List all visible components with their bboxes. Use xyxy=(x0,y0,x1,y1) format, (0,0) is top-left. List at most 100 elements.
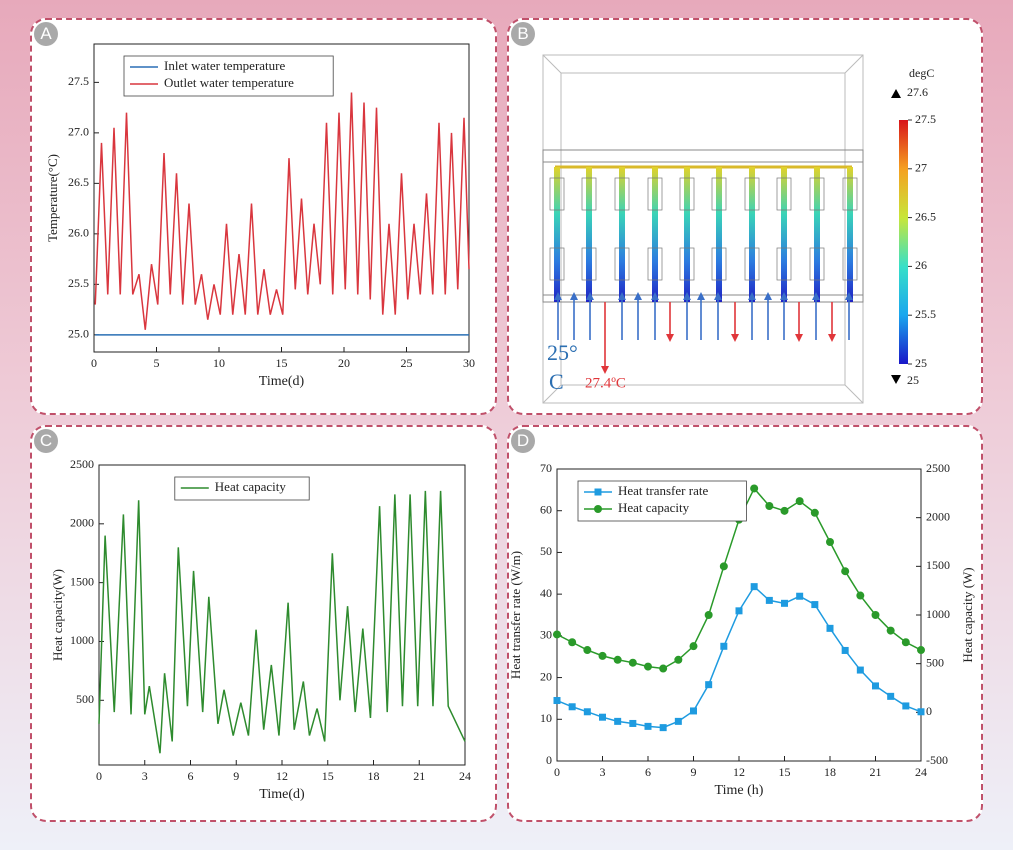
pipe-clamp xyxy=(744,177,760,211)
y-axis-title: Temperature(°C) xyxy=(45,154,60,242)
pipe-clamp xyxy=(809,177,825,211)
outlet-label: 27.4ºC xyxy=(585,375,626,391)
marker xyxy=(917,708,925,716)
marker xyxy=(826,538,834,546)
y-tick-label: 70 xyxy=(540,461,552,475)
marker xyxy=(811,601,819,609)
marker xyxy=(553,697,561,705)
marker xyxy=(705,681,713,689)
y2-tick-label: 1500 xyxy=(926,558,950,572)
y2-tick-label: 0 xyxy=(926,704,932,718)
x-axis-title: Time(d) xyxy=(259,374,305,389)
pipe-clamp xyxy=(711,247,727,281)
y-tick-label: 50 xyxy=(540,544,552,558)
legend-label: Heat transfer rate xyxy=(618,483,708,498)
panel-letter: C xyxy=(34,429,58,453)
series-line xyxy=(94,92,470,330)
marker xyxy=(583,708,591,716)
marker xyxy=(856,591,865,600)
pipe-clamp xyxy=(809,247,825,281)
chart: 0 3 6 9 12 15 18 21 24 0 10 20 30 40 50 60 70 -500 0 500 100… xyxy=(509,461,975,798)
marker xyxy=(901,638,910,647)
marker xyxy=(795,497,804,506)
min-label: 25 xyxy=(907,373,919,387)
legend-label: Heat capacity xyxy=(215,479,287,494)
marker xyxy=(720,642,728,650)
y-tick-label: 26.0 xyxy=(68,226,89,240)
pipe xyxy=(847,167,853,302)
box-frame xyxy=(542,54,864,404)
min-glyph xyxy=(891,375,901,384)
colorbar-tick-label: 25 xyxy=(915,356,927,370)
pipe-clamp xyxy=(614,177,630,211)
x-tick-label: 24 xyxy=(915,765,927,779)
y2-axis-title: Heat capacity (W) xyxy=(960,567,975,662)
marker xyxy=(599,713,606,721)
marker xyxy=(614,717,622,725)
x-tick-label: 10 xyxy=(213,356,225,370)
colorbar-tick-label: 25.5 xyxy=(915,307,936,321)
x-tick-label: 18 xyxy=(824,765,836,779)
marker xyxy=(856,666,864,674)
unit-label: degC xyxy=(909,66,934,80)
legend-label: Inlet water temperature xyxy=(164,58,285,73)
marker xyxy=(750,484,759,493)
marker xyxy=(629,719,637,727)
marker xyxy=(735,607,743,615)
y-axis-title: Heat transfer rate (W/m) xyxy=(509,551,523,679)
marker xyxy=(781,599,788,607)
pipe-clamp xyxy=(744,247,760,281)
marker xyxy=(613,655,622,664)
marker xyxy=(841,646,849,654)
x-tick-label: 21 xyxy=(413,769,425,783)
marker xyxy=(886,626,895,635)
panel-b: degC 27.6 25 25° C 27.4ºC 25 25.5 26 26.5 27… xyxy=(507,18,983,415)
panel-letter: D xyxy=(511,429,535,453)
y-tick-label: 40 xyxy=(540,586,552,600)
y-tick-label: 30 xyxy=(540,628,552,642)
y-tick-label: 0 xyxy=(546,753,552,767)
y-tick-label: 20 xyxy=(540,669,552,683)
y2-tick-label: 2500 xyxy=(926,461,950,475)
marker xyxy=(780,506,789,515)
y-tick-label: 26.5 xyxy=(68,175,89,189)
y-tick-label: 500 xyxy=(76,692,94,706)
x-tick-label: 21 xyxy=(870,765,882,779)
y2-tick-label: -500 xyxy=(926,753,948,767)
legend-label: Outlet water temperature xyxy=(164,75,294,90)
pipe-clamp xyxy=(679,247,695,281)
x-tick-label: 20 xyxy=(338,356,350,370)
pipe xyxy=(619,167,625,302)
marker xyxy=(568,638,577,647)
pipe-clamp xyxy=(647,247,663,281)
pipe xyxy=(814,167,820,302)
panel-c: 0 3 6 9 12 15 18 21 24 500 1000 1500 2000 2500 Time(d)… xyxy=(30,425,497,822)
marker xyxy=(628,658,637,667)
panel-letter: B xyxy=(511,22,535,46)
y-tick-label: 2000 xyxy=(70,516,94,530)
marker xyxy=(765,596,773,604)
colorbar-tick-label: 27.5 xyxy=(915,112,936,126)
pipe-clamp xyxy=(647,177,663,211)
pipe xyxy=(652,167,658,302)
marker xyxy=(826,624,834,632)
marker xyxy=(674,655,683,664)
marker xyxy=(674,717,682,725)
marker xyxy=(810,508,819,517)
colorbar-tick-label: 27 xyxy=(915,161,927,175)
marker xyxy=(765,501,774,510)
pipe-clamp xyxy=(776,247,792,281)
x-tick-label: 30 xyxy=(463,356,475,370)
x-axis-title: Time(d) xyxy=(259,787,305,802)
pipe xyxy=(684,167,690,302)
marker xyxy=(598,651,607,660)
x-tick-label: 15 xyxy=(276,356,288,370)
marker xyxy=(659,724,667,732)
y-tick-label: 1500 xyxy=(70,574,94,588)
marker xyxy=(583,646,592,655)
legend-box xyxy=(123,55,334,97)
marker xyxy=(841,567,850,576)
marker xyxy=(644,662,652,671)
x-tick-label: 0 xyxy=(554,765,560,779)
marker xyxy=(750,583,758,591)
